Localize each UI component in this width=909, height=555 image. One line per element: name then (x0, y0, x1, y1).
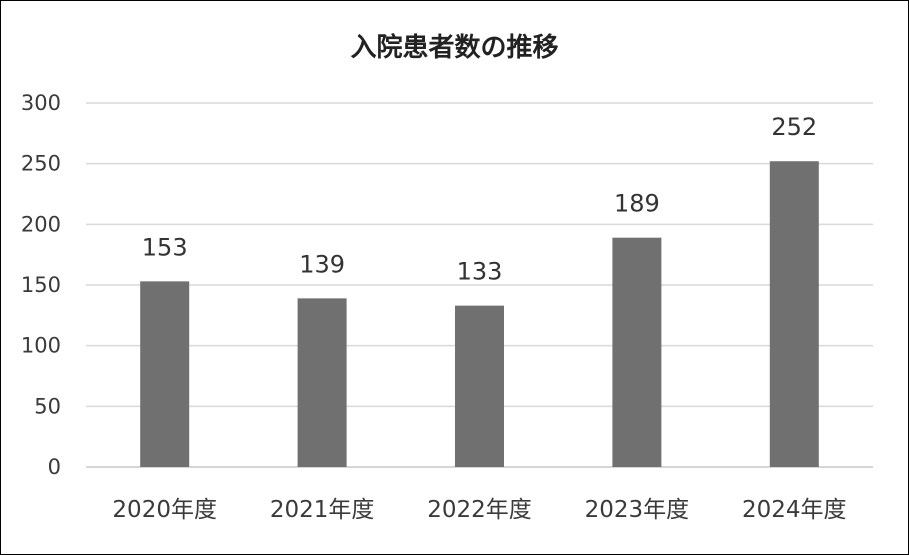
y-tick-label: 300 (21, 91, 61, 115)
y-axis-ticks: 0 50 100 150 200 250 300 (21, 91, 61, 479)
y-tick-label: 150 (21, 273, 61, 297)
y-tick-label: 250 (21, 152, 61, 176)
y-tick-label: 0 (48, 455, 61, 479)
data-label: 189 (614, 190, 660, 218)
bar (297, 298, 347, 467)
data-label: 153 (142, 233, 188, 261)
bar (612, 237, 662, 467)
bar (140, 281, 190, 467)
y-tick-label: 100 (21, 334, 61, 358)
x-axis-categories: 2020年度 2021年度 2022年度 2023年度 2024年度 (112, 497, 846, 523)
y-tick-label: 50 (34, 394, 61, 418)
bars (140, 161, 819, 468)
x-category-label: 2023年度 (585, 497, 690, 523)
data-labels: 153 139 133 189 252 (142, 113, 817, 285)
bar (769, 161, 819, 468)
chart-title: 入院患者数の推移 (350, 33, 559, 63)
data-label: 133 (457, 258, 503, 286)
y-tick-label: 200 (21, 212, 61, 236)
x-category-label: 2020年度 (112, 497, 217, 523)
x-category-label: 2022年度 (427, 497, 532, 523)
x-category-label: 2024年度 (742, 497, 847, 523)
data-label: 139 (299, 250, 345, 278)
bar (455, 305, 504, 467)
x-category-label: 2021年度 (270, 497, 375, 523)
data-label: 252 (771, 113, 817, 141)
